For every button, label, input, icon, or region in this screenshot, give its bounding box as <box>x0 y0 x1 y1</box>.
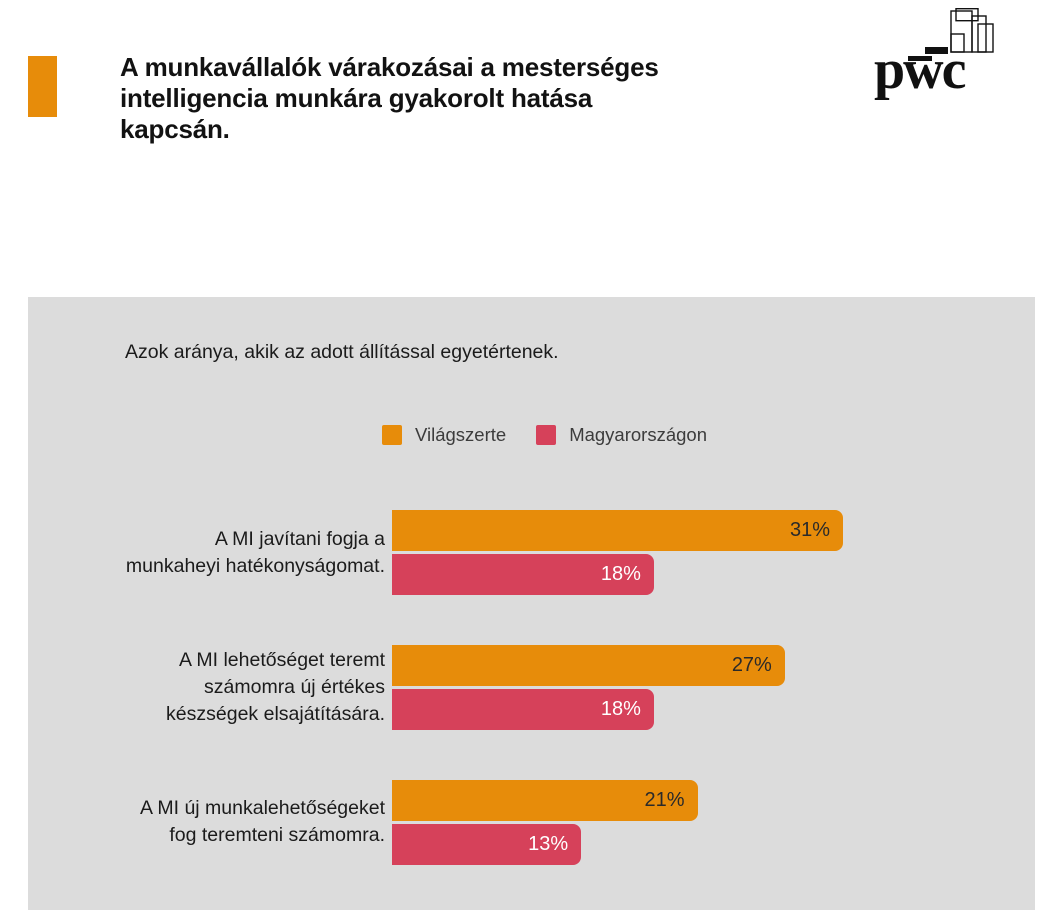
category-label: A MI új munkalehetőségeket fog teremteni… <box>140 797 385 846</box>
legend-item-world: Világszerte <box>382 424 506 446</box>
bar-world: 21% <box>392 780 698 821</box>
pwc-logo: pwc <box>870 6 1010 110</box>
pwc-blocks-icon <box>925 8 994 54</box>
bar-value-label: 13% <box>528 833 569 855</box>
bar-value-label: 21% <box>644 789 685 811</box>
bar-group: 31% 18% <box>392 510 844 598</box>
legend-item-hungary: Magyarországon <box>536 424 707 446</box>
bar-hungary: 13% <box>392 824 582 865</box>
legend-label-hungary: Magyarországon <box>569 424 707 445</box>
bar-group: 27% 18% <box>392 645 785 733</box>
bar-value-label: 18% <box>600 563 641 585</box>
legend-swatch-world <box>382 425 402 445</box>
legend-label-world: Világszerte <box>415 424 507 445</box>
bar-world: 31% <box>392 510 844 551</box>
page-title: A munkavállalók várakozásai a mestersége… <box>120 52 659 144</box>
category-label: A MI lehetőséget teremt számomra új érté… <box>166 648 385 725</box>
header-accent-block <box>28 56 57 117</box>
pwc-wordmark-macron <box>908 56 932 61</box>
bar-hungary: 18% <box>392 554 654 595</box>
pwc-wordmark: pwc <box>874 39 966 101</box>
bar-value-label: 27% <box>731 654 772 676</box>
bar-group: 21% 13% <box>392 780 698 868</box>
bar-value-label: 18% <box>600 698 641 720</box>
legend-swatch-hungary <box>536 425 557 445</box>
chart-panel: Azok aránya, akik az adott állítással eg… <box>28 297 1035 910</box>
bar-hungary: 18% <box>392 689 654 730</box>
chart-subtitle: Azok aránya, akik az adott állítással eg… <box>125 341 559 363</box>
chart-legend: Világszerte Magyarországon <box>382 424 707 446</box>
category-label: A MI javítani fogja a munkaheyi hatékony… <box>125 527 385 577</box>
bar-world: 27% <box>392 645 785 686</box>
bar-value-label: 31% <box>790 519 831 541</box>
